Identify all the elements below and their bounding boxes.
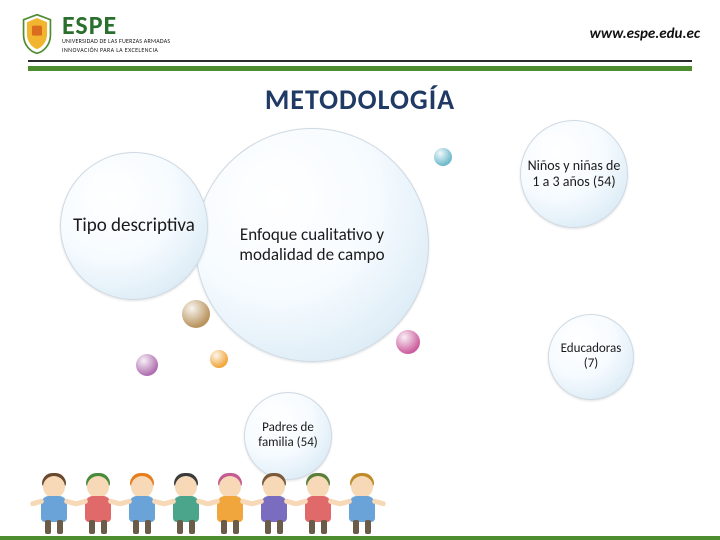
decorative-dot [182, 300, 210, 328]
bubble-educadoras-label: Educadoras (7) [549, 336, 633, 378]
bubble-educadoras: Educadoras (7) [548, 314, 634, 400]
decorative-dot [210, 350, 228, 368]
brand-block: ESPE UNIVERSIDAD DE LAS FUERZAS ARMADAS … [62, 14, 170, 54]
kid-icon [76, 476, 120, 534]
kid-icon [296, 476, 340, 534]
slide: ESPE UNIVERSIDAD DE LAS FUERZAS ARMADAS … [0, 0, 720, 540]
kid-icon [252, 476, 296, 534]
site-url: www.espe.edu.ec [590, 25, 700, 43]
bubble-enfoque: Enfoque cualitativo y modalidad de campo [195, 128, 429, 362]
decorative-dot [136, 354, 158, 376]
header-rule-thin [28, 60, 692, 62]
decorative-dot [434, 148, 452, 166]
kid-icon [208, 476, 252, 534]
espe-logo: ESPE UNIVERSIDAD DE LAS FUERZAS ARMADAS … [20, 13, 170, 55]
brand-sub1: UNIVERSIDAD DE LAS FUERZAS ARMADAS [62, 37, 170, 45]
brand-text: ESPE [62, 14, 170, 37]
footer-rule [0, 536, 720, 540]
header-rule-thick [28, 66, 692, 71]
kid-icon [120, 476, 164, 534]
kid-icon [340, 476, 384, 534]
bubble-enfoque-label: Enfoque cualitativo y modalidad de campo [196, 219, 428, 270]
bubble-tipo-label: Tipo descriptiva [67, 209, 201, 243]
kids-footer [32, 476, 384, 534]
bubble-ninos: Niños y niñas de 1 a 3 años (54) [520, 120, 628, 228]
bubble-tipo: Tipo descriptiva [60, 152, 208, 300]
shield-icon [20, 13, 54, 55]
bubble-padres: Padres de familia (54) [244, 392, 332, 480]
bubble-ninos-label: Niños y niñas de 1 a 3 años (54) [521, 152, 627, 196]
kid-icon [32, 476, 76, 534]
bubble-padres-label: Padres de familia (54) [245, 415, 331, 457]
kid-icon [164, 476, 208, 534]
header: ESPE UNIVERSIDAD DE LAS FUERZAS ARMADAS … [0, 0, 720, 62]
decorative-dot [396, 330, 420, 354]
page-title: METODOLOGÍA [0, 82, 720, 117]
brand-sub2: INNOVACIÓN PARA LA EXCELENCIA [62, 46, 170, 54]
